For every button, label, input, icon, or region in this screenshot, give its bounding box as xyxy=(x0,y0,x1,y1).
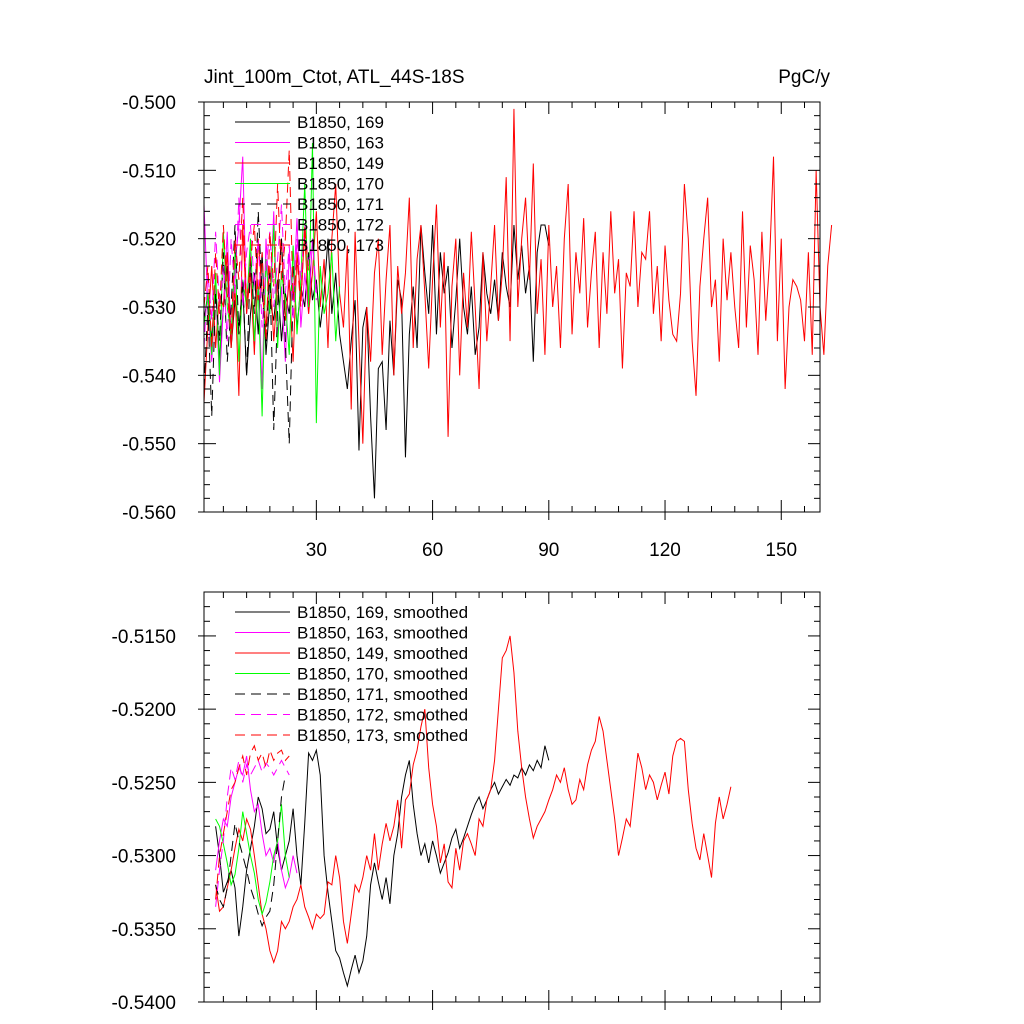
top-series-line-4 xyxy=(203,211,294,444)
bottom-series-line-2 xyxy=(215,635,732,965)
bottom-ytick-label: -0.5350 xyxy=(112,920,176,941)
bottom-series-line-6 xyxy=(215,744,290,900)
top-xtick-label: 150 xyxy=(765,540,797,561)
bottom-axes: -0.5150 -0.5200 -0.5250 -0.5300 -0.5350 -0.54… xyxy=(112,591,821,1014)
top-ytick-label: -0.550 xyxy=(122,435,176,456)
bottom-ytick-label: -0.5150 xyxy=(112,627,176,648)
bottom-legend-label-6: B1850, 173, smoothed xyxy=(297,726,468,745)
bottom-legend-label-5: B1850, 172, smoothed xyxy=(297,706,468,725)
top-legend-label-6: B1850, 173 xyxy=(297,236,384,255)
top-series-line-3 xyxy=(203,142,341,424)
bottom-panel: -0.5150 -0.5200 -0.5250 -0.5300 -0.5350 -0.54… xyxy=(112,591,821,1014)
bottom-legend: B1850, 169, smoothed B1850, 163, smoothed… xyxy=(235,603,468,745)
top-ytick-label: -0.560 xyxy=(122,503,176,524)
top-xtick-label: 60 xyxy=(422,540,443,561)
top-legend-label-3: B1850, 170 xyxy=(297,175,384,194)
top-legend-label-5: B1850, 172 xyxy=(297,216,384,235)
bottom-series-line-1 xyxy=(215,755,298,890)
top-legend-label-4: B1850, 171 xyxy=(297,195,384,214)
top-panel: Jint_100m_Ctot, ATL_44S-18S PgC/y -0.500… xyxy=(122,67,833,561)
top-ytick-label: -0.520 xyxy=(122,230,176,251)
bottom-ytick-label: -0.5300 xyxy=(112,847,176,868)
bottom-legend-label-2: B1850, 149, smoothed xyxy=(297,644,468,663)
top-ytick-label: -0.510 xyxy=(122,161,176,182)
top-ytick-label: -0.500 xyxy=(122,93,176,114)
top-series-line-2 xyxy=(203,108,833,444)
bottom-series-line-0 xyxy=(215,745,550,988)
bottom-series-line-3 xyxy=(215,804,290,916)
top-series-line-6 xyxy=(203,149,310,349)
bottom-ytick-label: -0.5200 xyxy=(112,700,176,721)
bottom-legend-label-4: B1850, 171, smoothed xyxy=(297,685,468,704)
top-legend-label-0: B1850, 169 xyxy=(297,113,384,132)
units-label: PgC/y xyxy=(778,67,830,88)
bottom-legend-label-0: B1850, 169, smoothed xyxy=(297,603,468,622)
top-xtick-label: 120 xyxy=(649,540,681,561)
top-axes: -0.500 -0.510 -0.520 -0.530 -0.540 -0.550 -0.5… xyxy=(122,93,821,561)
bottom-ytick-label: -0.5250 xyxy=(112,773,176,794)
top-series-line-1 xyxy=(203,156,317,390)
top-xtick-label: 90 xyxy=(538,540,559,561)
chart-title: Jint_100m_Ctot, ATL_44S-18S xyxy=(204,67,465,88)
top-series-group xyxy=(203,108,833,499)
bottom-legend-label-3: B1850, 170, smoothed xyxy=(297,665,468,684)
bottom-ytick-label: -0.5400 xyxy=(112,993,176,1014)
bottom-legend-label-1: B1850, 163, smoothed xyxy=(297,624,468,643)
bottom-series-group xyxy=(215,635,732,988)
bottom-series-line-5 xyxy=(215,759,290,907)
top-legend-label-2: B1850, 149 xyxy=(297,154,384,173)
bottom-series-line-4 xyxy=(215,774,286,928)
top-ytick-label: -0.540 xyxy=(122,366,176,387)
top-xtick-label: 30 xyxy=(306,540,327,561)
top-series-line-5 xyxy=(203,197,317,349)
top-ytick-label: -0.530 xyxy=(122,298,176,319)
top-legend-label-1: B1850, 163 xyxy=(297,134,384,153)
